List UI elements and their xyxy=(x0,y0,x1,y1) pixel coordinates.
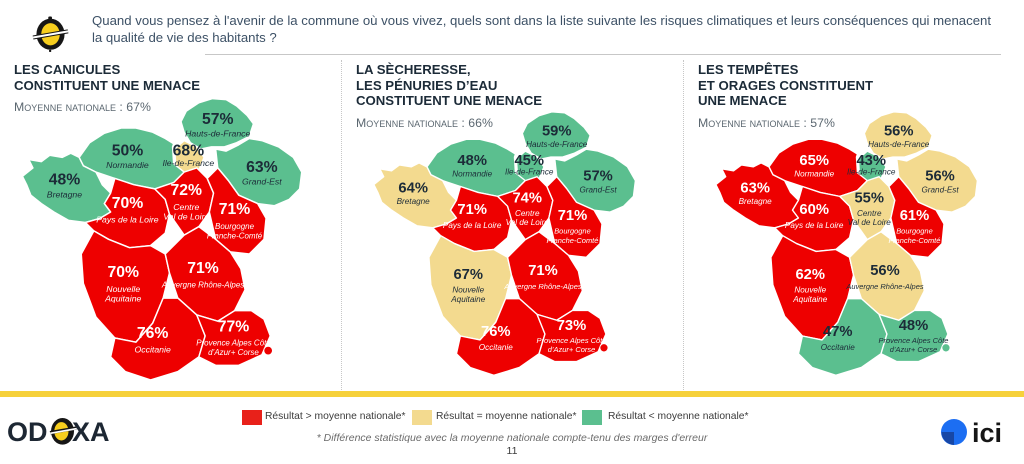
svg-text:Auvergne Rhône-Alpes: Auvergne Rhône-Alpes xyxy=(503,282,581,291)
svg-text:70%: 70% xyxy=(107,264,139,281)
svg-text:72%: 72% xyxy=(171,182,203,199)
svg-text:Franche-Comté: Franche-Comté xyxy=(547,236,599,245)
svg-text:Bretagne: Bretagne xyxy=(47,189,82,199)
svg-text:Bourgogne: Bourgogne xyxy=(554,227,591,236)
svg-text:Aquitaine: Aquitaine xyxy=(450,295,485,304)
svg-text:Bretagne: Bretagne xyxy=(739,197,773,206)
svg-text:Ile-de-France: Ile-de-France xyxy=(505,168,554,177)
svg-text:Centre: Centre xyxy=(173,202,199,212)
svg-text:Bourgogne: Bourgogne xyxy=(896,227,933,236)
svg-text:55%: 55% xyxy=(854,190,884,206)
svg-text:Provence Alpes Côte: Provence Alpes Côte xyxy=(879,336,949,345)
svg-text:Occitanie: Occitanie xyxy=(821,343,855,352)
svg-text:56%: 56% xyxy=(870,263,900,279)
svg-text:56%: 56% xyxy=(884,123,914,139)
svg-text:Centre: Centre xyxy=(857,209,882,218)
svg-text:73%: 73% xyxy=(557,318,587,334)
svg-text:Auvergne Rhône-Alpes: Auvergne Rhône-Alpes xyxy=(161,281,244,290)
svg-text:Grand-Est: Grand-Est xyxy=(921,185,959,194)
svg-text:Nouvelle: Nouvelle xyxy=(106,284,140,294)
svg-text:Bretagne: Bretagne xyxy=(397,197,431,206)
svg-text:Normandie: Normandie xyxy=(452,170,492,179)
svg-text:71%: 71% xyxy=(558,208,588,224)
svg-text:67%: 67% xyxy=(453,267,483,283)
svg-text:62%: 62% xyxy=(795,267,825,283)
svg-text:48%: 48% xyxy=(457,153,487,169)
svg-text:Hauts-de-France: Hauts-de-France xyxy=(185,128,250,138)
svg-text:d’Azur+ Corse: d’Azur+ Corse xyxy=(548,345,596,354)
svg-text:OD: OD xyxy=(7,417,48,447)
svg-text:Franche-Comté: Franche-Comté xyxy=(207,232,263,241)
svg-text:50%: 50% xyxy=(112,142,144,159)
svg-text:Auvergne Rhône-Alpes: Auvergne Rhône-Alpes xyxy=(845,282,923,291)
svg-text:74%: 74% xyxy=(512,190,542,206)
svg-text:45%: 45% xyxy=(514,153,544,169)
svg-text:d’Azur+ Corse: d’Azur+ Corse xyxy=(890,345,938,354)
svg-text:Pays de la Loire: Pays de la Loire xyxy=(96,215,159,225)
svg-text:Nouvelle: Nouvelle xyxy=(794,286,826,295)
svg-text:60%: 60% xyxy=(799,202,829,218)
svg-text:64%: 64% xyxy=(398,180,428,196)
svg-text:Occitanie: Occitanie xyxy=(479,343,513,352)
svg-text:Grand-Est: Grand-Est xyxy=(242,177,282,187)
svg-text:71%: 71% xyxy=(219,201,251,218)
svg-text:Val de Loire: Val de Loire xyxy=(163,212,209,222)
svg-text:71%: 71% xyxy=(187,260,219,277)
svg-text:47%: 47% xyxy=(823,324,853,340)
svg-text:Hauts-de-France: Hauts-de-France xyxy=(526,140,588,149)
svg-text:Pays de la Loire: Pays de la Loire xyxy=(443,221,502,230)
svg-text:77%: 77% xyxy=(218,319,250,336)
svg-text:Normandie: Normandie xyxy=(794,170,834,179)
svg-text:76%: 76% xyxy=(137,325,169,342)
svg-text:76%: 76% xyxy=(481,324,511,340)
svg-text:Nouvelle: Nouvelle xyxy=(452,286,484,295)
svg-text:Centre: Centre xyxy=(515,209,540,218)
svg-text:Aquitaine: Aquitaine xyxy=(104,294,141,304)
svg-text:68%: 68% xyxy=(173,142,205,159)
svg-text:XA: XA xyxy=(72,417,110,447)
svg-text:65%: 65% xyxy=(799,153,829,169)
svg-text:70%: 70% xyxy=(112,195,144,212)
svg-text:57%: 57% xyxy=(202,111,234,128)
svg-text:Aquitaine: Aquitaine xyxy=(792,295,827,304)
svg-text:Pays de la Loire: Pays de la Loire xyxy=(785,221,844,230)
svg-text:Bourgogne: Bourgogne xyxy=(215,222,255,231)
svg-text:Provence Alpes Côte: Provence Alpes Côte xyxy=(196,338,271,347)
svg-text:Ile-de-France: Ile-de-France xyxy=(847,168,896,177)
svg-text:56%: 56% xyxy=(925,169,955,185)
svg-text:48%: 48% xyxy=(899,318,929,334)
svg-text:48%: 48% xyxy=(49,172,81,189)
svg-text:Franche-Comté: Franche-Comté xyxy=(889,236,941,245)
svg-text:71%: 71% xyxy=(457,202,487,218)
svg-text:Grand-Est: Grand-Est xyxy=(579,185,617,194)
svg-text:Ile-de-France: Ile-de-France xyxy=(162,158,214,168)
svg-text:61%: 61% xyxy=(900,208,930,224)
svg-text:43%: 43% xyxy=(856,153,886,169)
svg-text:Hauts-de-France: Hauts-de-France xyxy=(868,140,930,149)
svg-text:57%: 57% xyxy=(583,169,613,185)
svg-text:Provence Alpes Côte: Provence Alpes Côte xyxy=(537,336,607,345)
svg-text:ici: ici xyxy=(972,418,1002,447)
svg-text:Occitanie: Occitanie xyxy=(135,345,171,355)
svg-text:Val de Loire: Val de Loire xyxy=(506,218,550,227)
svg-text:59%: 59% xyxy=(542,123,572,139)
svg-text:63%: 63% xyxy=(740,180,770,196)
svg-text:Val de Loire: Val de Loire xyxy=(848,218,892,227)
svg-text:71%: 71% xyxy=(528,263,558,279)
svg-text:63%: 63% xyxy=(246,159,278,176)
svg-text:Normandie: Normandie xyxy=(106,160,149,170)
svg-text:d’Azur+ Corse: d’Azur+ Corse xyxy=(208,348,259,357)
